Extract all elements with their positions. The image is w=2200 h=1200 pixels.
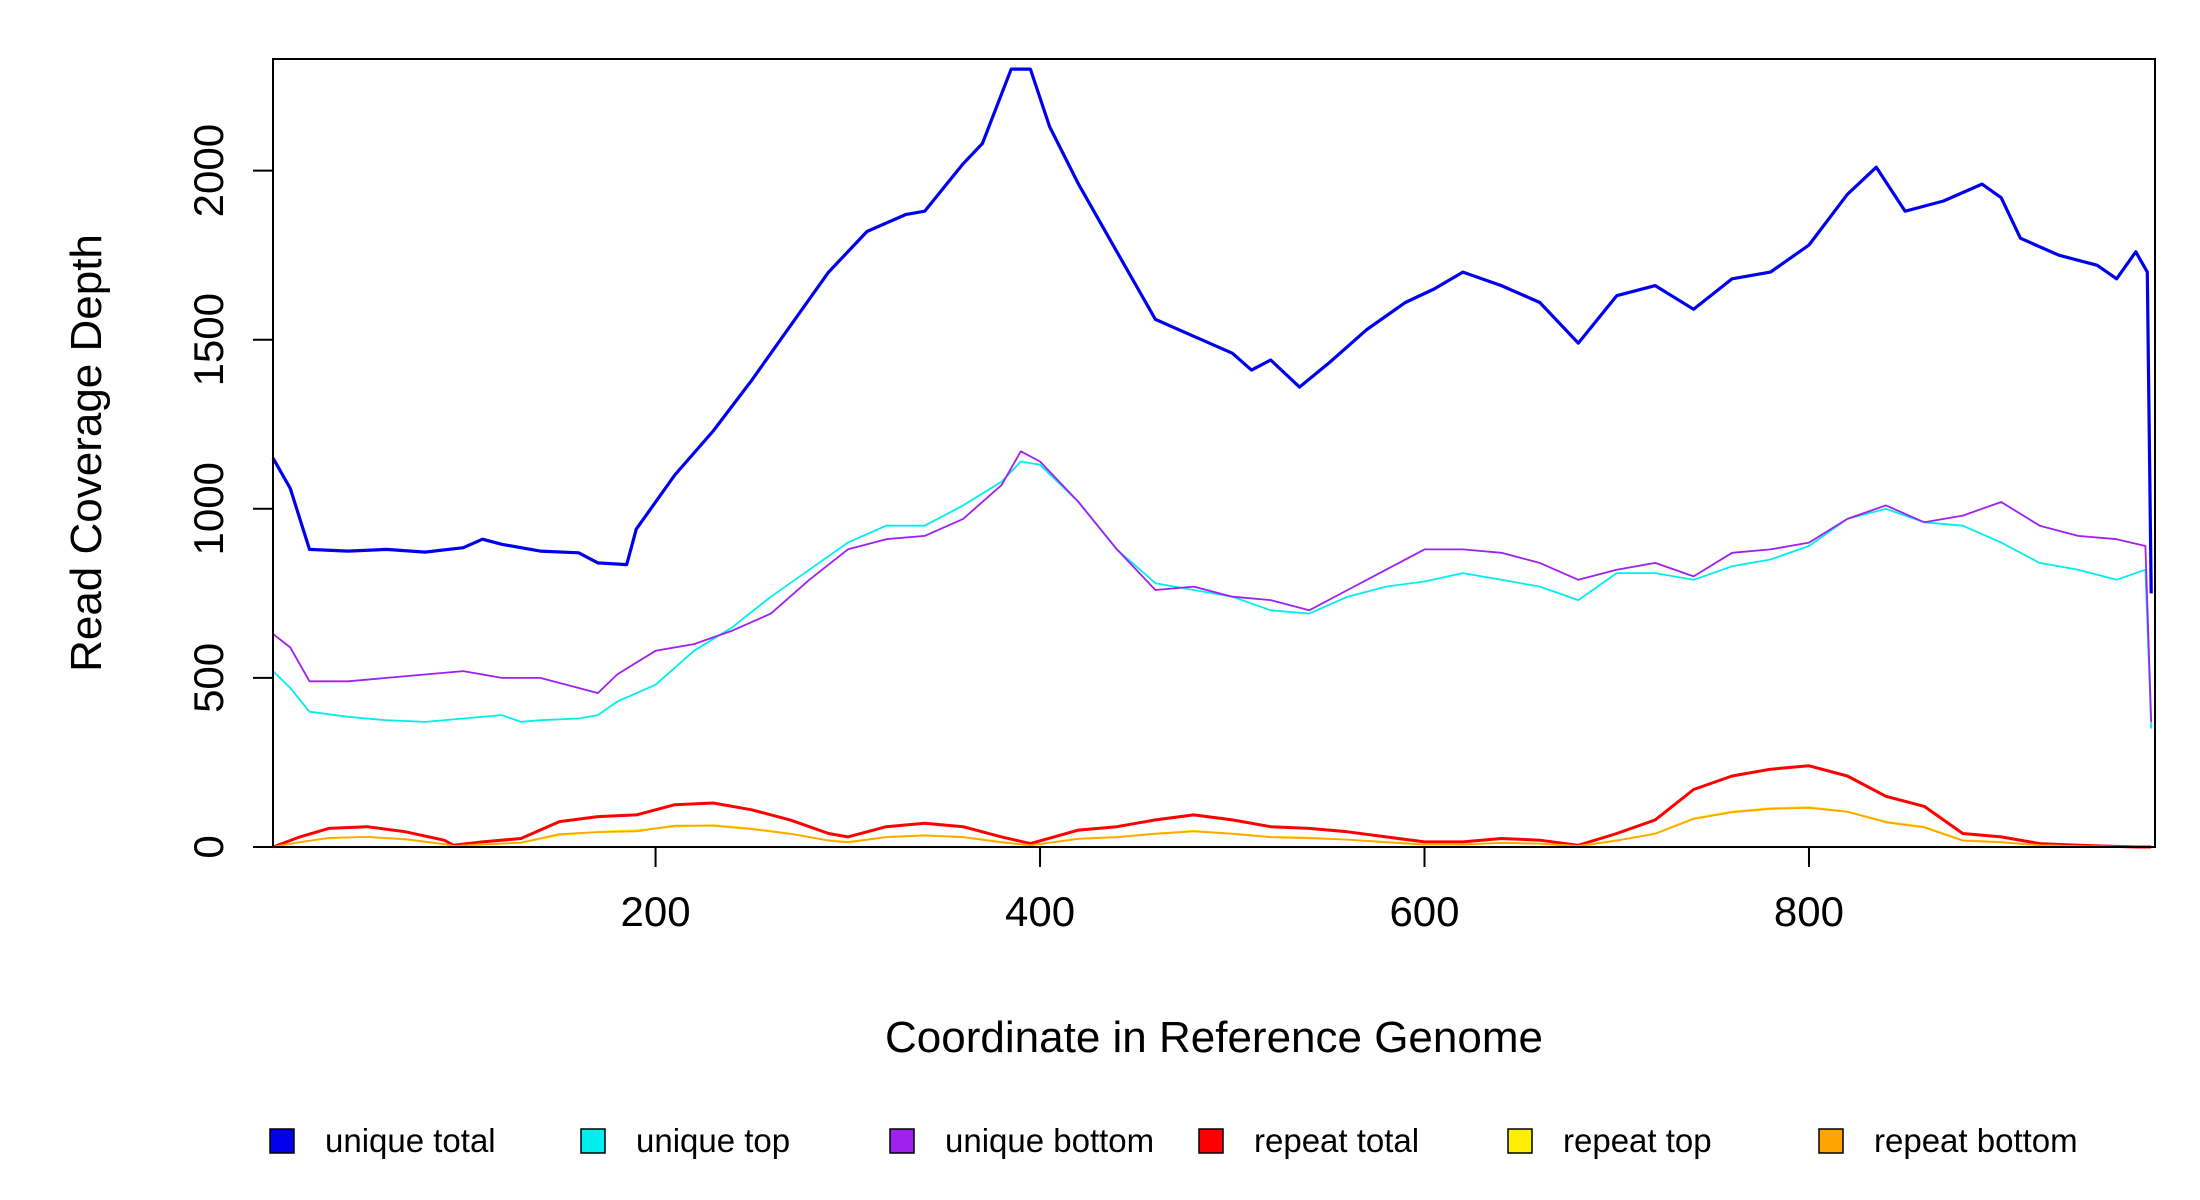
x-tick-label: 200 <box>621 888 691 935</box>
x-tick-label: 600 <box>1389 888 1459 935</box>
legend-label-repeat-total: repeat total <box>1254 1122 1419 1159</box>
legend-label-unique-bottom: unique bottom <box>945 1122 1154 1159</box>
legend: unique total unique top unique bottom repea… <box>269 1122 2078 1159</box>
legend-label-repeat-top: repeat top <box>1563 1122 1712 1159</box>
series-line-unique-bottom <box>272 450 2153 722</box>
legend-swatch-repeat-bottom <box>1818 1128 1844 1154</box>
legend-swatch-unique-bottom <box>889 1128 915 1154</box>
y-axis-title: Read Coverage Depth <box>62 234 111 672</box>
y-tick-label: 2000 <box>185 124 232 217</box>
plot-frame <box>272 58 2156 848</box>
series-line-unique-total <box>271 67 2153 594</box>
legend-swatch-repeat-total <box>1198 1128 1224 1154</box>
series-line-repeat-total <box>272 764 2152 849</box>
legend-swatch-repeat-top <box>1507 1128 1533 1154</box>
series-layer <box>271 67 2153 849</box>
y-tick-label: 1500 <box>185 293 232 386</box>
y-tick-label: 1000 <box>185 462 232 555</box>
x-axis-title: Coordinate in Reference Genome <box>885 1013 1543 1062</box>
y-tick-label: 0 <box>185 835 232 858</box>
x-tick-label: 800 <box>1774 888 1844 935</box>
x-tick-label: 400 <box>1005 888 1075 935</box>
y-tick-label: 500 <box>185 643 232 713</box>
series-line-repeat-bottom <box>272 806 2152 848</box>
legend-label-unique-top: unique top <box>636 1122 790 1159</box>
legend-swatch-unique-total <box>269 1128 295 1154</box>
legend-swatch-unique-top <box>580 1128 606 1154</box>
legend-label-repeat-bottom: repeat bottom <box>1874 1122 2078 1159</box>
x-axis: 200 400 600 800 <box>621 847 1844 935</box>
y-axis: 0 500 1000 1500 2000 <box>185 124 273 859</box>
legend-label-unique-total: unique total <box>325 1122 496 1159</box>
